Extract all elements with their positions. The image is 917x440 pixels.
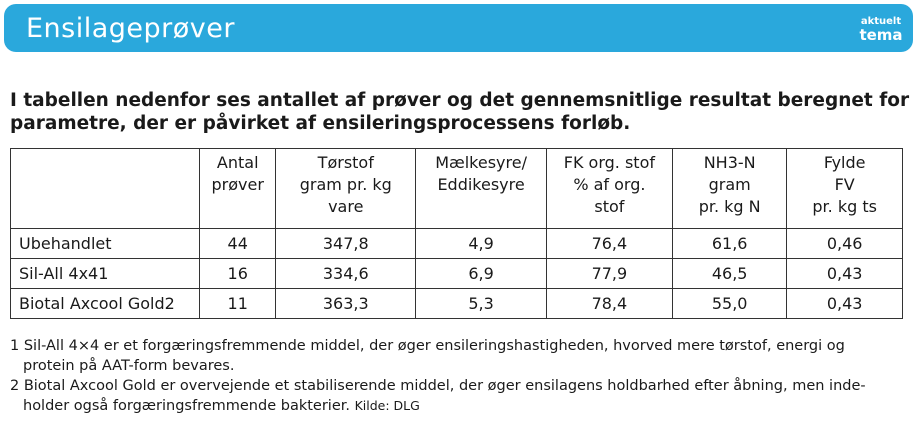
table-row: Biotal Axcool Gold2 11 363,3 5,3 78,4 55… xyxy=(9,288,903,319)
column-header-dry-matter: Tørstof gram pr. kg vare xyxy=(275,148,417,229)
column-header-digestibility: FK org. stof % af org. stof xyxy=(545,148,673,229)
header-line: pr. kg N xyxy=(698,197,761,216)
table-header-row: Antal prøver Tørstof gram pr. kg vare Mæ… xyxy=(9,148,903,229)
column-header-name xyxy=(9,148,201,229)
table-cell: 77,9 xyxy=(545,258,673,289)
table-cell: 334,6 xyxy=(275,258,417,289)
intro-line-2: parametre, der er påvirket af ensilering… xyxy=(10,113,631,134)
row-label: Ubehandlet xyxy=(9,228,201,259)
header-line: Fylde xyxy=(823,153,866,172)
table-cell: 46,5 xyxy=(671,258,788,289)
page-title: Ensilageprøver xyxy=(26,13,235,44)
row-label: Sil-All 4x41 xyxy=(9,258,201,289)
footnote-2-text: holder også forgæringsfremmende bakterie… xyxy=(23,398,350,414)
header-line: vare xyxy=(328,197,364,216)
table-cell: 61,6 xyxy=(671,228,788,259)
footnote-1-line-1: 1 Sil-All 4×4 er et forgæringsfremmende … xyxy=(10,338,845,354)
header-line: stof xyxy=(594,197,625,216)
header-line: gram pr. kg xyxy=(299,175,392,194)
table-row: Ubehandlet 44 347,8 4,9 76,4 61,6 0,46 xyxy=(9,228,903,259)
header-line: Antal xyxy=(216,153,259,172)
footnote-2-line-2: holder også forgæringsfremmende bakterie… xyxy=(10,396,910,416)
intro-text: I tabellen nedenfor ses antallet af prøv… xyxy=(10,89,910,135)
table-cell: 0,46 xyxy=(786,228,903,259)
header-line: NH3-N xyxy=(703,153,756,172)
table-cell: 76,4 xyxy=(545,228,673,259)
table-cell: 363,3 xyxy=(275,288,417,319)
column-header-count: Antal prøver xyxy=(199,148,277,229)
source-credit: Kilde: DLG xyxy=(354,398,420,413)
header-line: Eddikesyre xyxy=(437,175,525,194)
row-label: Biotal Axcool Gold2 xyxy=(9,288,201,319)
column-header-lactic-acetic: Mælkesyre/ Eddikesyre xyxy=(415,148,547,229)
footnote-1-line-2: protein på AAT-form bevares. xyxy=(23,358,235,374)
table-cell: 347,8 xyxy=(275,228,417,259)
table-cell: 0,43 xyxy=(786,288,903,319)
table-cell: 44 xyxy=(199,228,277,259)
header-bar: Ensilageprøver xyxy=(4,4,913,52)
header-line: gram xyxy=(708,175,751,194)
header-line: Mælkesyre/ xyxy=(435,153,527,172)
results-table: Antal prøver Tørstof gram pr. kg vare Mæ… xyxy=(9,148,903,319)
footnotes: 1 Sil-All 4×4 er et forgæringsfremmende … xyxy=(10,336,910,416)
table-cell: 78,4 xyxy=(545,288,673,319)
badge-line-2: tema xyxy=(859,26,903,44)
header-line: pr. kg ts xyxy=(812,197,877,216)
table-cell: 5,3 xyxy=(415,288,547,319)
header-line: prøver xyxy=(211,175,264,194)
table-cell: 16 xyxy=(199,258,277,289)
section-badge: aktuelt tema xyxy=(856,10,906,48)
table-cell: 0,43 xyxy=(786,258,903,289)
footnote-2-line-1: 2 Biotal Axcool Gold er overvejende et s… xyxy=(10,378,866,394)
column-header-fill-value: Fylde FV pr. kg ts xyxy=(786,148,903,229)
header-line: Tørstof xyxy=(317,153,374,172)
intro-line-1: I tabellen nedenfor ses antallet af prøv… xyxy=(10,90,910,111)
badge-line-1: aktuelt xyxy=(860,16,902,27)
header-line: % af org. xyxy=(573,175,646,194)
column-header-nh3n: NH3-N gram pr. kg N xyxy=(671,148,788,229)
header-line: FK org. stof xyxy=(563,153,655,172)
table-cell: 11 xyxy=(199,288,277,319)
table-cell: 55,0 xyxy=(671,288,788,319)
header-line: FV xyxy=(834,175,855,194)
table-row: Sil-All 4x41 16 334,6 6,9 77,9 46,5 0,43 xyxy=(9,258,903,289)
table-cell: 4,9 xyxy=(415,228,547,259)
table-cell: 6,9 xyxy=(415,258,547,289)
